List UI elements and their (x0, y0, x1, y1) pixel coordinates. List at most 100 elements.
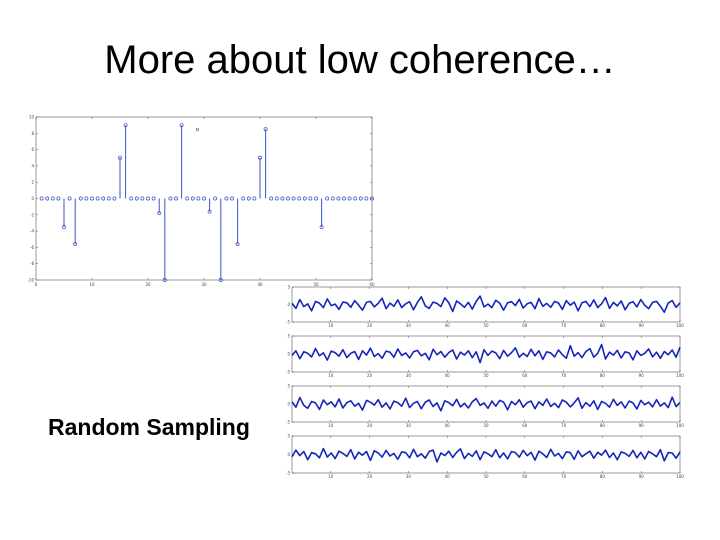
stem-marker (134, 196, 139, 201)
signal-xtick-label: 40 (445, 474, 451, 479)
stem-marker (101, 196, 106, 201)
stem-xtick-label: 60 (369, 282, 375, 287)
signal-ytick-label: 0 (287, 352, 290, 357)
stem-annotation: M (196, 128, 200, 133)
stem-marker (50, 196, 55, 201)
stem-ytick-label: -10 (27, 278, 34, 283)
stem-xtick-label: 10 (89, 282, 95, 287)
stem-ytick-label: -2 (30, 212, 34, 217)
stem-marker (314, 196, 318, 201)
stem-ytick-label: -4 (30, 229, 34, 234)
signal-ytick-label: 5 (287, 334, 290, 339)
stem-xtick-label: 0 (35, 282, 38, 287)
signal-xtick-label: 10 (328, 474, 334, 479)
stem-marker (67, 196, 72, 201)
stem-marker (45, 196, 50, 201)
slide-title: More about low coherence… (104, 38, 616, 82)
signal-series-line (291, 295, 681, 314)
stem-xtick-label: 30 (201, 282, 207, 287)
stem-marker (95, 196, 100, 201)
signal-xtick-label: 40 (445, 423, 451, 428)
stem-marker (246, 196, 251, 201)
signal-xtick-label: 90 (639, 323, 645, 328)
stem-marker (308, 196, 313, 201)
signal-xtick-label: 40 (445, 373, 451, 378)
stem-ytick-label: 4 (31, 163, 34, 168)
stem-marker (179, 123, 184, 128)
stem-marker (258, 155, 262, 160)
stem-ytick-label: -8 (30, 261, 34, 266)
stem-marker (90, 196, 94, 201)
stem-marker (196, 196, 201, 201)
signal-xtick-label: 90 (639, 423, 645, 428)
stem-marker (213, 196, 218, 201)
signal-ytick-label: 0 (287, 452, 290, 457)
stem-marker (230, 196, 234, 201)
signal-xtick-label: 20 (367, 373, 373, 378)
signal-xtick-label: 50 (483, 373, 489, 378)
stem-marker (62, 225, 66, 229)
stem-marker (140, 196, 145, 201)
stem-marker (319, 225, 324, 229)
signal-xtick-label: 20 (367, 323, 373, 328)
stem-marker (202, 196, 206, 201)
stem-marker (364, 196, 369, 201)
stem-ytick-label: 6 (31, 147, 34, 152)
signal-xtick-label: 100 (676, 423, 684, 428)
stem-marker (123, 123, 128, 128)
stem-marker (112, 196, 117, 201)
stem-marker (157, 211, 162, 216)
stem-marker (162, 278, 167, 282)
stem-marker (347, 196, 352, 201)
stem-marker (118, 155, 122, 160)
stem-marker (84, 196, 89, 201)
signal-series-line (291, 447, 681, 463)
stem-ytick-label: 10 (29, 115, 35, 120)
stem-marker (218, 278, 223, 282)
stem-xtick-label: 40 (257, 282, 263, 287)
stem-marker (286, 196, 290, 201)
signal-xtick-label: 60 (522, 323, 528, 328)
stem-marker (151, 196, 156, 201)
stem-xtick-label: 50 (313, 282, 319, 287)
stem-marker (336, 196, 341, 201)
stem-marker (274, 196, 279, 201)
signal-xtick-label: 20 (367, 423, 373, 428)
signal-xtick-label: 30 (406, 423, 412, 428)
stem-ytick-label: -6 (30, 245, 34, 250)
stem-marker (325, 196, 330, 201)
stem-marker (353, 196, 358, 201)
signal-xtick-label: 90 (639, 474, 645, 479)
stem-marker (330, 196, 335, 201)
signal-ytick-label: 5 (287, 285, 290, 290)
signal-ytick-label: -5 (286, 370, 290, 375)
signal-xtick-label: 100 (676, 323, 684, 328)
signal-xtick-label: 40 (445, 323, 451, 328)
stem-marker (207, 209, 212, 214)
signal-xtick-label: 90 (639, 373, 645, 378)
stem-ytick-label: 8 (31, 131, 34, 136)
stem-marker (280, 196, 285, 201)
signal-ytick-label: 5 (287, 434, 290, 439)
stem-marker (185, 196, 190, 201)
signal-xtick-label: 80 (600, 323, 606, 328)
signal-panel-frame (291, 435, 681, 474)
stem-marker (291, 196, 296, 201)
stem-marker (106, 196, 111, 201)
signal-ytick-label: 0 (287, 302, 290, 307)
signal-xtick-label: 100 (676, 373, 684, 378)
signal-ytick-label: 0 (287, 402, 290, 407)
stem-xtick-label: 20 (145, 282, 151, 287)
signal-xtick-label: 80 (600, 373, 606, 378)
stem-marker (263, 127, 268, 132)
signal-xtick-label: 10 (328, 323, 334, 328)
signal-xtick-label: 80 (600, 474, 606, 479)
stem-marker (129, 196, 134, 201)
signal-xtick-label: 30 (406, 373, 412, 378)
signal-xtick-label: 50 (483, 323, 489, 328)
signal-ytick-label: -5 (286, 471, 290, 476)
signal-xtick-label: 20 (367, 474, 373, 479)
signal-xtick-label: 70 (561, 373, 567, 378)
